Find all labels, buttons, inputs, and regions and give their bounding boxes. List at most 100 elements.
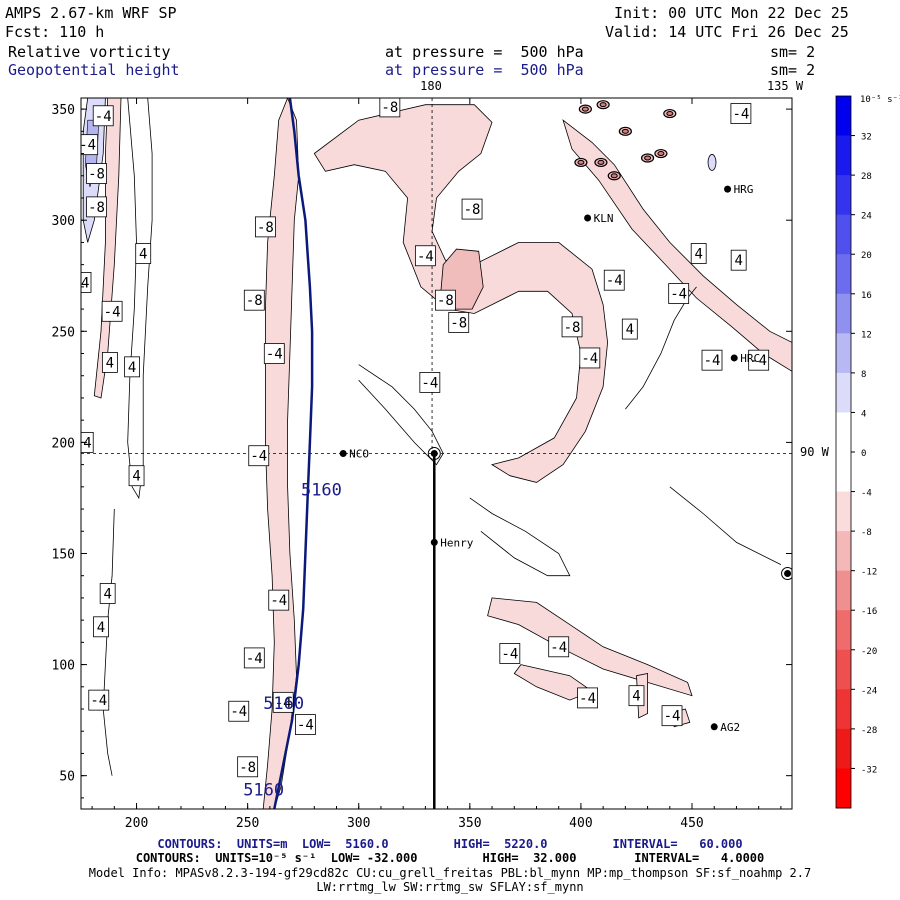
contour-label-box <box>272 691 294 713</box>
contour-label-text: -4 <box>270 593 287 609</box>
core-center-7 <box>621 128 629 134</box>
field1-name: Relative vorticity <box>8 43 171 61</box>
colorbar-label--4: -4 <box>861 489 872 499</box>
colorbar-segment-10 <box>836 491 851 532</box>
contour-label-text: -8 <box>381 100 398 116</box>
contour-label-box <box>101 300 123 322</box>
colorbar-segment-11 <box>836 531 851 572</box>
contour-label-box <box>414 245 436 267</box>
colorbar-label-8: 8 <box>861 370 866 380</box>
contour-label-16: -8 <box>461 198 483 220</box>
contour-label-21: -8 <box>561 316 583 338</box>
contour-label-text: 4 <box>632 689 640 705</box>
contour-label-42: -4 <box>577 687 598 709</box>
contour-label-31: -4 <box>268 589 290 611</box>
contour-label-box <box>248 445 270 467</box>
contour-label-box <box>243 647 265 669</box>
contour-label-box <box>93 616 109 638</box>
core-center-8 <box>657 151 665 157</box>
colorbar-label--24: -24 <box>861 686 877 696</box>
contour-label-box <box>88 689 110 711</box>
contour-label-18: -8 <box>434 289 456 311</box>
core-center-0 <box>581 106 589 112</box>
contour-label-text: -4 <box>664 709 681 725</box>
contour-label-30: -4 <box>730 103 752 124</box>
contour-label-text: -4 <box>275 695 292 711</box>
contour-label-25: -4 <box>668 283 690 304</box>
station-KLN: KLN <box>584 212 613 225</box>
colorbar: 10⁻⁵ s⁻¹ 32 28 24 20 16 12 8 4 0 -4 -8 -12 -16 -20 -24 -… <box>835 95 900 809</box>
physics-info: LW:rrtmg_lw SW:rrtmg_sw SFLAY:sf_mynn <box>316 880 584 894</box>
contour-label-text: -4 <box>581 351 598 367</box>
contour-label-box <box>99 583 116 604</box>
contour-label-box <box>561 316 583 338</box>
contour-label-2: -8 <box>86 163 107 184</box>
init-time: Init: 00 UTC Mon 22 Dec 25 <box>614 4 849 22</box>
station-HRG: HRG <box>724 183 753 196</box>
contour-label-box <box>101 352 118 373</box>
height-contour-info: CONTOURS: UNITS=m LOW= 5160.0 HIGH= 5220… <box>157 837 743 851</box>
contour-label-box <box>548 636 570 658</box>
contour-label-box <box>81 272 92 293</box>
contour-label-box <box>135 243 152 264</box>
contour-label-26: -4 <box>701 349 723 371</box>
x-tick-label-400: 400 <box>569 816 592 831</box>
contour-label-box <box>243 289 265 311</box>
colorbar-segment-12 <box>836 570 851 611</box>
core-center-3 <box>610 173 618 179</box>
field1-smoothing: sm= 2 <box>770 43 816 61</box>
contour-label-text: -4 <box>73 275 90 291</box>
contour-label-4: 4 <box>135 243 152 264</box>
contour-label-box <box>237 756 259 778</box>
contour-label-34: -4 <box>228 700 250 722</box>
contour-label-box <box>295 714 316 735</box>
lon-90w-label: 90 W <box>800 445 830 459</box>
contour-label-box <box>86 163 107 184</box>
station-dot <box>730 354 738 362</box>
contour-label-23: -4 <box>579 347 601 369</box>
contour-label-text: -4 <box>579 691 596 707</box>
field1-level: at pressure = 500 hPa <box>385 43 584 61</box>
station-marker-7 <box>781 566 792 580</box>
contour-label-box <box>448 312 470 333</box>
contour-label-box <box>128 465 145 487</box>
contour-label-41: -4 <box>548 636 570 658</box>
y-tick-label-350: 350 <box>52 103 75 118</box>
contour-label-38: 4 <box>93 616 109 638</box>
contour-label-0: -4 <box>92 105 114 127</box>
contour-label-32: -4 <box>243 647 265 669</box>
contour-label-box <box>92 105 114 127</box>
colorbar-label--32: -32 <box>861 765 877 775</box>
contour-label-text: -8 <box>246 293 263 309</box>
station-AG2: AG2 <box>710 721 740 734</box>
contour-label-text: -8 <box>88 167 105 183</box>
height-contour-5160 <box>273 98 314 809</box>
contour-label-33: -4 <box>272 691 294 713</box>
contour-label-19: -8 <box>448 312 470 333</box>
core-center-6 <box>599 102 607 108</box>
contour-label-20: -4 <box>419 371 441 393</box>
vorticity-field <box>82 98 792 809</box>
field2-level: at pressure = 500 hPa <box>385 61 584 79</box>
contour-label-box <box>628 685 645 707</box>
height-label-0: 5160 <box>301 481 342 501</box>
contour-label-text: 4 <box>97 620 105 636</box>
core-center-1 <box>577 159 585 165</box>
contour-label-text: -4 <box>104 304 121 320</box>
station-marker-6 <box>427 447 441 460</box>
contour-line-2 <box>669 486 782 565</box>
station-dot <box>784 569 792 577</box>
contour-label-text: -4 <box>750 353 767 369</box>
contour-label-text: 4 <box>694 247 702 263</box>
station-NCO: NCO <box>339 448 369 461</box>
contour-line-3 <box>469 497 571 577</box>
contour-label-14: -4 <box>248 445 270 467</box>
contour-label-text: 4 <box>139 247 147 263</box>
contour-label-box <box>81 134 99 156</box>
contour-label-44: -4 <box>661 705 683 727</box>
colorbar-segment-13 <box>836 610 851 651</box>
station-name: AG2 <box>720 721 740 734</box>
contour-label-text: 4 <box>734 253 742 269</box>
contour-label-box <box>668 283 690 304</box>
station-Henry: Henry <box>430 536 474 549</box>
